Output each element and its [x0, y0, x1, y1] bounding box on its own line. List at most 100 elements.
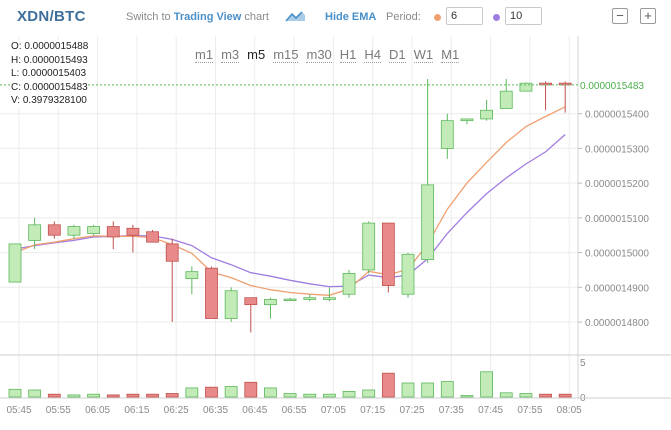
- timeframe-m30[interactable]: m30: [306, 47, 332, 63]
- time-tick-label: 06:15: [124, 405, 149, 416]
- price-tick-label: 0.0000014800: [585, 318, 649, 329]
- timeframe-selector: m1 m3 m5 m15 m30 H1 H4 D1 W1 M1: [195, 47, 467, 63]
- candle-body: [480, 109, 494, 120]
- volume-tick-label: 5: [580, 358, 586, 369]
- candle-body: [126, 227, 140, 236]
- volume-bar: [146, 393, 159, 398]
- candle: [440, 113, 454, 159]
- candlestick-chart[interactable]: 0.0000015483 0.00000154000.00000153000.0…: [0, 36, 671, 430]
- candle-body: [205, 267, 218, 319]
- candle: [421, 79, 435, 263]
- volume-bar: [264, 387, 277, 398]
- candle-body: [283, 298, 297, 301]
- time-tick-label: 08:05: [557, 405, 582, 416]
- volume-bar: [440, 381, 454, 398]
- volume-bar: [87, 393, 100, 398]
- volume-bar: [106, 394, 120, 398]
- candle-body: [67, 226, 81, 236]
- candle: [185, 266, 199, 295]
- period-label: Period:: [386, 11, 421, 23]
- price-tick-label: 0.0000015200: [585, 179, 649, 190]
- candle: [244, 297, 258, 333]
- volume-bar: [342, 390, 356, 398]
- candle: [165, 238, 179, 322]
- time-tick-label: 05:55: [46, 405, 71, 416]
- zoom-out-button[interactable]: −: [612, 8, 628, 24]
- time-tick-label: 07:45: [478, 405, 503, 416]
- chart-header: XDN/BTC Switch to Trading View chart Hid…: [0, 0, 671, 36]
- hide-ema-link[interactable]: Hide EMA: [325, 11, 377, 23]
- timeframe-m1[interactable]: m1: [195, 47, 214, 63]
- volume-bar: [67, 394, 81, 398]
- candle: [28, 217, 42, 250]
- candle: [401, 252, 415, 298]
- timeframe-h1[interactable]: H1: [339, 47, 357, 63]
- candle: [8, 243, 22, 283]
- candle: [499, 79, 513, 109]
- candle: [322, 287, 336, 302]
- candle: [283, 297, 297, 302]
- candle: [87, 224, 100, 236]
- price-axis: 0.0000015400 0.0000015300 0.0000015200 0.00…: [578, 110, 649, 329]
- switch-suffix: chart: [244, 11, 269, 23]
- candle-body: [224, 290, 238, 319]
- price-tick-label: 0.0000015300: [585, 144, 649, 155]
- candle: [480, 99, 494, 121]
- ohlc-high: H: 0.0000015493: [11, 54, 88, 66]
- volume-bar: [303, 393, 317, 398]
- timeframe-m1[interactable]: M1: [441, 47, 460, 63]
- volume-bar: [224, 386, 238, 398]
- volume-bar: [8, 388, 22, 398]
- timeframe-m5[interactable]: m5: [247, 47, 266, 62]
- time-tick-label: 06:45: [242, 405, 267, 416]
- ohlc-readout: O: 0.0000015488 H: 0.0000015493 L: 0.000…: [11, 40, 89, 108]
- volume-bar: [244, 381, 258, 398]
- ema-period-short-input[interactable]: [446, 7, 483, 25]
- candle: [146, 230, 159, 243]
- time-tick-label: 06:55: [282, 405, 307, 416]
- candle-body: [8, 243, 22, 283]
- cloud-chart-icon[interactable]: [284, 9, 306, 23]
- switch-chart-text: Switch to Trading View chart: [126, 11, 269, 23]
- candle: [67, 224, 81, 239]
- candle-body: [460, 118, 474, 122]
- time-tick-label: 06:05: [85, 405, 110, 416]
- volume-panel: 50: [8, 358, 586, 404]
- volume-bar: [401, 382, 415, 398]
- timeframe-d1[interactable]: D1: [389, 47, 406, 63]
- candle-body: [322, 297, 336, 300]
- candle-body: [264, 299, 277, 306]
- timeframe-m3[interactable]: m3: [221, 47, 240, 63]
- candle: [519, 82, 533, 92]
- candle-body: [244, 297, 258, 306]
- price-tick-label: 0.0000015100: [585, 214, 649, 225]
- volume-bar: [421, 382, 435, 398]
- candle-body: [47, 224, 61, 236]
- volume-bar: [460, 395, 474, 398]
- timeframe-h4[interactable]: H4: [364, 47, 382, 63]
- volume-bar: [480, 371, 494, 398]
- ohlc-volume: V: 0.3979328100: [11, 95, 87, 106]
- candle: [303, 294, 317, 302]
- candle-body: [28, 224, 42, 241]
- candle: [205, 266, 218, 319]
- candle: [539, 81, 552, 111]
- candle: [264, 297, 277, 319]
- candle-body: [146, 231, 159, 243]
- candle: [342, 269, 356, 298]
- zoom-in-button[interactable]: +: [640, 8, 656, 24]
- trading-view-link[interactable]: Trading View: [173, 11, 242, 23]
- ema-period-long-input[interactable]: [505, 7, 542, 25]
- volume-bar: [499, 392, 513, 398]
- pair-title: XDN/BTC: [17, 8, 86, 25]
- timeframe-w1[interactable]: W1: [413, 47, 434, 63]
- time-tick-label: 05:45: [6, 405, 31, 416]
- candle-body: [440, 120, 454, 149]
- candle-body: [165, 243, 179, 262]
- volume-bar: [47, 393, 61, 398]
- candle-body: [362, 222, 376, 271]
- timeframe-m15[interactable]: m15: [273, 47, 299, 63]
- candle-body: [185, 271, 199, 280]
- volume-bar: [28, 389, 42, 398]
- candle: [381, 222, 395, 293]
